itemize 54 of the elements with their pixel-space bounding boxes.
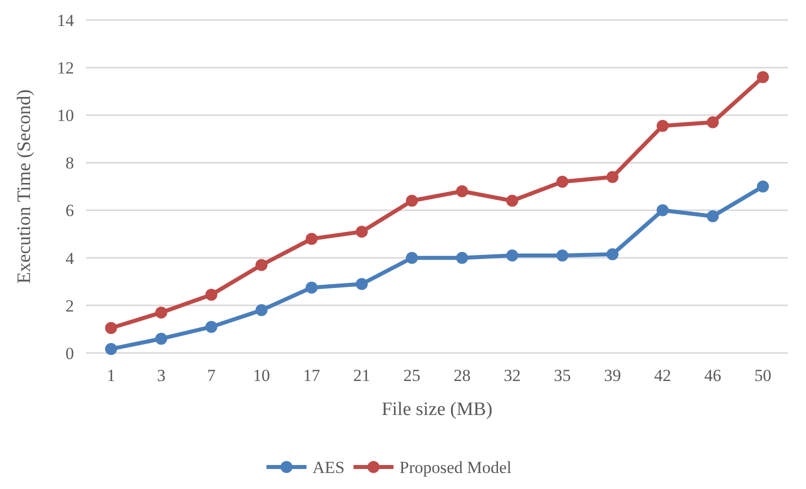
- x-tick-label: 7: [207, 366, 216, 385]
- point: [606, 248, 618, 260]
- point: [656, 120, 669, 132]
- x-tick-label: 3: [156, 366, 166, 385]
- y-tick-label: 4: [66, 248, 74, 268]
- x-tick-label: 1: [106, 366, 116, 385]
- point: [306, 282, 318, 294]
- x-tick-label: 25: [403, 366, 420, 385]
- point: [506, 194, 518, 207]
- y-tick-label: 2: [66, 296, 74, 316]
- x-tick-label: 10: [253, 366, 270, 385]
- point: [456, 185, 468, 198]
- y-tick-label: 12: [57, 58, 74, 78]
- point: [256, 304, 268, 316]
- y-tick-label: 0: [66, 344, 74, 363]
- point: [506, 249, 518, 262]
- point: [306, 232, 318, 245]
- x-tick-label: 21: [353, 366, 370, 385]
- x-tick-label: 46: [704, 366, 722, 385]
- y-tick-label: 14: [57, 10, 74, 30]
- point: [706, 116, 719, 128]
- point: [556, 176, 568, 188]
- x-tick-label: 28: [454, 366, 471, 385]
- x-tick-label: 42: [654, 366, 672, 385]
- y-tick-label: 6: [66, 201, 74, 220]
- y-tick-label: 10: [57, 106, 74, 126]
- x-tick-label: 50: [754, 366, 772, 385]
- point: [155, 306, 168, 319]
- point: [406, 194, 418, 207]
- point: [256, 258, 268, 271]
- point: [756, 71, 769, 84]
- point: [105, 342, 118, 355]
- point: [406, 252, 418, 264]
- legend-label: AES: [312, 458, 345, 477]
- x-tick-label: 39: [604, 366, 621, 385]
- point: [105, 322, 118, 334]
- point: [606, 170, 618, 183]
- point: [205, 288, 218, 301]
- point: [205, 320, 218, 333]
- point: [456, 252, 468, 264]
- legend-label: Proposed Model: [400, 458, 512, 477]
- x-tick-label: 17: [303, 366, 321, 385]
- x-tick-label: 35: [554, 366, 571, 385]
- x-axis-title: File size (MB): [382, 399, 492, 420]
- point: [656, 204, 669, 216]
- y-axis-title: Execution Time (Second): [14, 89, 35, 284]
- point: [756, 180, 769, 192]
- point: [706, 210, 719, 222]
- y-tick-label: 8: [66, 154, 74, 173]
- x-tick-label: 32: [504, 366, 521, 385]
- point: [556, 249, 568, 262]
- point: [356, 278, 368, 290]
- point: [155, 332, 168, 345]
- point: [356, 226, 368, 238]
